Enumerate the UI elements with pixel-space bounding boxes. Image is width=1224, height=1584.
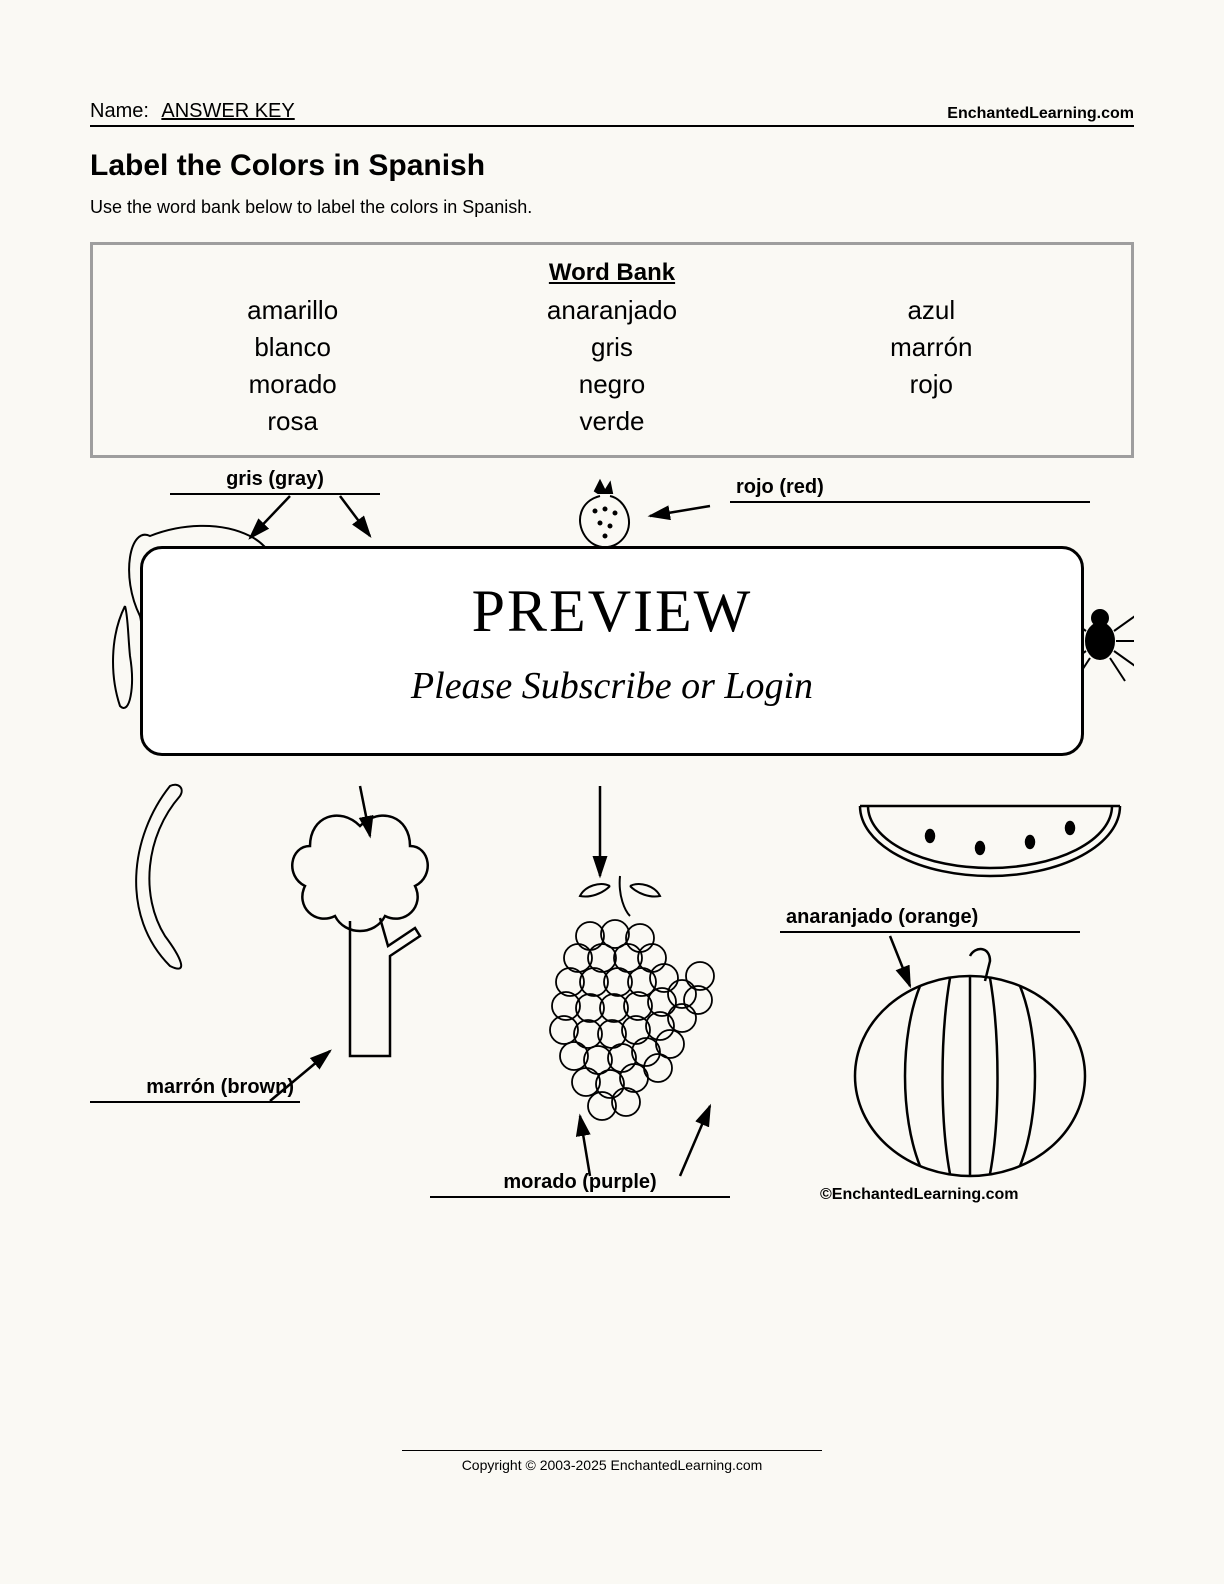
word-bank-word: rosa [133, 406, 452, 437]
instructions: Use the word bank below to label the col… [90, 197, 1134, 218]
tree-icon [292, 816, 427, 1056]
word-bank-word: marrón [772, 332, 1091, 363]
word-bank-word: morado [133, 369, 452, 400]
word-bank-word: amarillo [133, 295, 452, 326]
label-marron: marrón (brown) [90, 1076, 300, 1103]
preview-subtitle: Please Subscribe or Login [143, 664, 1081, 708]
strawberry-icon [580, 481, 629, 547]
preview-title: PREVIEW [143, 577, 1081, 646]
word-bank: Word Bank amarillo anaranjado azul blanc… [90, 242, 1134, 458]
header-row: Name: ANSWER KEY EnchantedLearning.com [90, 100, 1134, 127]
label-morado: morado (purple) [430, 1171, 730, 1198]
preview-overlay[interactable]: PREVIEW Please Subscribe or Login [140, 546, 1084, 756]
name-section: Name: ANSWER KEY [90, 100, 295, 123]
word-bank-word: rojo [772, 369, 1091, 400]
label-gris: gris (gray) [170, 468, 380, 495]
word-bank-grid: amarillo anaranjado azul blanco gris mar… [133, 295, 1091, 437]
name-label: Name: [90, 100, 149, 122]
copyright: Copyright © 2003-2025 EnchantedLearning.… [402, 1450, 822, 1473]
grapes-cluster-icon [550, 920, 714, 1120]
word-bank-word: anaranjado [452, 295, 771, 326]
word-bank-word: verde [452, 406, 771, 437]
footer: Copyright © 2003-2025 EnchantedLearning.… [0, 1450, 1224, 1475]
watermelon-icon [860, 806, 1120, 876]
grapes-icon [580, 876, 660, 916]
word-bank-word: azul [772, 295, 1091, 326]
worksheet-page: Name: ANSWER KEY EnchantedLearning.com L… [90, 100, 1134, 1236]
page-title: Label the Colors in Spanish [90, 149, 1134, 183]
image-copyright: ©EnchantedLearning.com [820, 1186, 1018, 1204]
word-bank-word: gris [452, 332, 771, 363]
site-name: EnchantedLearning.com [947, 105, 1134, 123]
word-bank-word [772, 406, 1091, 437]
diagram-area: gris (gray) rojo (red) marrón (brown) mo… [90, 476, 1134, 1236]
banana-icon [136, 785, 182, 969]
label-anaranjado: anaranjado (orange) [780, 906, 1080, 933]
label-rojo: rojo (red) [730, 476, 1090, 503]
pumpkin-icon [855, 949, 1085, 1176]
word-bank-word: negro [452, 369, 771, 400]
word-bank-word: blanco [133, 332, 452, 363]
name-value: ANSWER KEY [161, 100, 294, 122]
word-bank-title: Word Bank [133, 259, 1091, 287]
